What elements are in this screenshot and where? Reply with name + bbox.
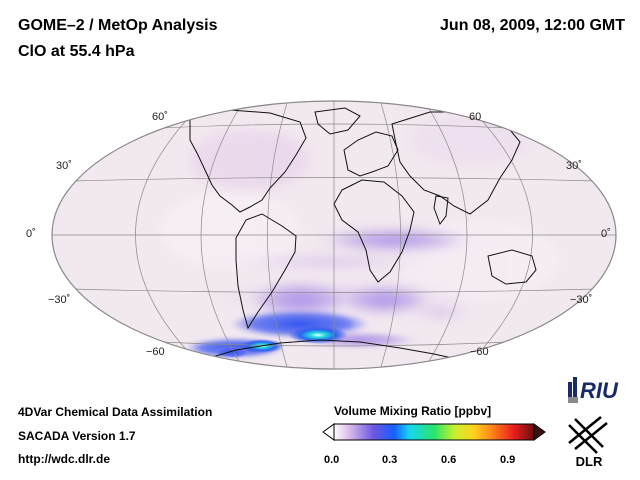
north-america — [189, 109, 307, 213]
riu-logo: RIU — [568, 377, 619, 403]
footer-url[interactable]: http://wdc.dlr.de — [18, 452, 110, 466]
africa — [333, 179, 415, 283]
dlr-logo: DLR — [568, 416, 608, 468]
map-border — [51, 100, 617, 370]
map-subtitle: ClO at 55.4 hPa — [18, 43, 135, 60]
india — [433, 195, 449, 226]
riu-logo-text: RIU — [580, 378, 619, 403]
lat-label-left-60: 60˚ — [152, 111, 168, 123]
dlr-logo-text: DLR — [576, 454, 603, 468]
clo-peak-region — [214, 326, 348, 358]
colorbar-tick: 0.9 — [500, 454, 516, 466]
australia — [487, 249, 537, 285]
colorbar-low-arrow — [322, 423, 335, 441]
colorbar-high-arrow — [533, 423, 546, 441]
lat-label-left-minus60: −60 — [146, 346, 165, 358]
greenland — [314, 107, 361, 135]
footer-assimilation: 4DVar Chemical Data Assimilation — [18, 405, 213, 419]
colorbar-tick: 0.3 — [382, 454, 398, 466]
colorbar — [322, 423, 546, 441]
clo-enhanced-region — [190, 227, 490, 324]
south-america — [235, 213, 297, 330]
lat-label-right-minus60: −60 — [470, 346, 489, 358]
colorbar-tick: 0.6 — [441, 454, 457, 466]
lat-label-right-60: 60 — [469, 111, 482, 123]
graticule — [52, 101, 616, 369]
lat-label-left-minus30: −30˚ — [48, 294, 71, 306]
colorbar-title: Volume Mixing Ratio [ppbv] — [334, 404, 492, 418]
europe — [343, 131, 399, 177]
antarctica — [195, 339, 471, 363]
lat-label-right-30: 30˚ — [566, 160, 582, 172]
lat-label-right-0: 0˚ — [601, 228, 611, 240]
colorbar-tick: 0.0 — [324, 454, 340, 466]
lat-label-left-30: 30˚ — [56, 160, 72, 172]
map-datetime: Jun 08, 2009, 12:00 GMT — [440, 17, 625, 34]
map-title: GOME–2 / MetOp Analysis — [18, 17, 218, 34]
lat-label-right-minus30: −30˚ — [570, 294, 593, 306]
footer-version: SACADA Version 1.7 — [18, 429, 136, 443]
colorbar-ramp — [333, 423, 535, 441]
lat-label-left-0: 0˚ — [26, 228, 36, 240]
